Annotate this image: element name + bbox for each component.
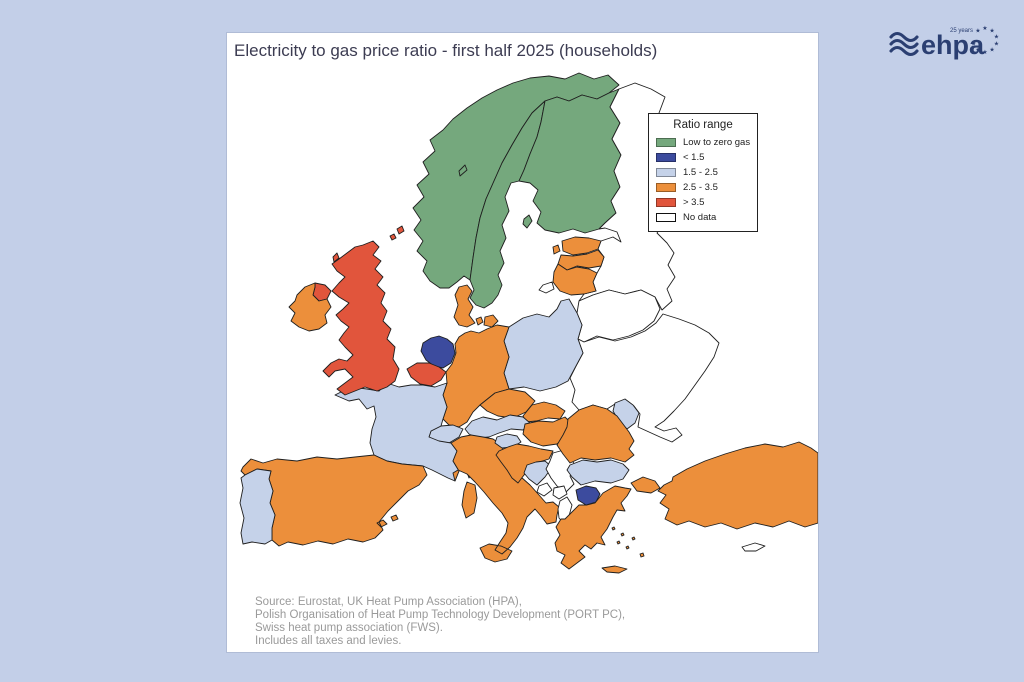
source-line: Polish Organisation of Heat Pump Technol… (255, 609, 626, 621)
legend-title: Ratio range (673, 119, 733, 131)
svg-text:★: ★ (989, 27, 994, 34)
country-slovakia (522, 401, 566, 423)
country-turkey (630, 441, 818, 530)
legend-label: > 3.5 (683, 196, 705, 208)
legend-item-gt-3-5: > 3.5 (656, 195, 750, 209)
legend-item-1-5-2-5: 1.5 - 2.5 (656, 165, 750, 179)
legend-item-lt-1-5: < 1.5 (656, 150, 750, 164)
legend-label: 1.5 - 2.5 (683, 166, 718, 178)
logo-stars: ★ ★ ★★★★★★★ (971, 25, 999, 56)
svg-text:★: ★ (975, 27, 980, 34)
legend-swatch-green (656, 137, 676, 147)
country-austria (464, 414, 531, 439)
country-montenegro (536, 482, 553, 497)
legend-swatch-dark-blue (656, 152, 676, 162)
country-netherlands (420, 335, 456, 369)
svg-text:★: ★ (989, 47, 994, 54)
legend-item-no-data: No data (656, 210, 750, 224)
legend-swatch-no-data (656, 212, 676, 222)
svg-text:★: ★ (971, 41, 976, 48)
country-bulgaria (566, 459, 630, 486)
legend-label: 2.5 - 3.5 (683, 181, 718, 193)
source-line: Includes all taxes and levies. (255, 635, 402, 647)
page-title: Electricity to gas price ratio - first h… (234, 41, 658, 60)
legend-swatch-light-blue (656, 167, 676, 177)
country-portugal (239, 468, 276, 545)
legend-swatch-red (656, 197, 676, 207)
country-denmark (453, 284, 499, 328)
country-italy (450, 434, 560, 563)
country-united-kingdom (312, 225, 405, 396)
country-romania (556, 404, 635, 464)
logo-anniversary-label: 25 years (950, 28, 973, 34)
country-sweden (469, 100, 546, 309)
country-bosnia (523, 460, 553, 486)
source-line: Swiss heat pump association (FWS). (255, 622, 443, 634)
legend-item-low-to-zero-gas: Low to zero gas (656, 135, 750, 149)
country-kosovo (552, 485, 568, 500)
logo-wordmark: ehpa (921, 30, 985, 60)
country-greece (554, 485, 645, 574)
country-cyprus (741, 542, 766, 552)
svg-text:★: ★ (994, 41, 999, 48)
legend-label: < 1.5 (683, 151, 705, 163)
legend-swatch-orange (656, 182, 676, 192)
legend-box: Ratio range Low to zero gas < 1.5 1.5 - … (648, 113, 758, 232)
country-ukraine (569, 313, 720, 443)
svg-text:★: ★ (994, 33, 999, 40)
source-attribution: Source: Eurostat, UK Heat Pump Associati… (255, 596, 625, 648)
country-estonia (552, 236, 602, 256)
legend-item-2-5-3-5: 2.5 - 3.5 (656, 180, 750, 194)
ehpa-logo: ehpa 25 years ★ ★ ★★★★★★★ (889, 25, 999, 60)
svg-text:★: ★ (982, 49, 987, 56)
source-line: Source: Eurostat, UK Heat Pump Associati… (255, 596, 522, 608)
svg-text:★: ★ (982, 25, 987, 32)
country-belgium (406, 362, 447, 387)
country-ireland (288, 282, 332, 332)
europe-map (239, 72, 818, 574)
legend-label: No data (683, 211, 717, 223)
legend-label: Low to zero gas (683, 136, 751, 148)
waves-icon (889, 31, 919, 57)
country-north-macedonia (575, 485, 601, 506)
svg-text:★: ★ (975, 47, 980, 54)
map-card: Electricity to gas price ratio - first h… (227, 33, 818, 652)
country-lithuania (552, 263, 598, 296)
